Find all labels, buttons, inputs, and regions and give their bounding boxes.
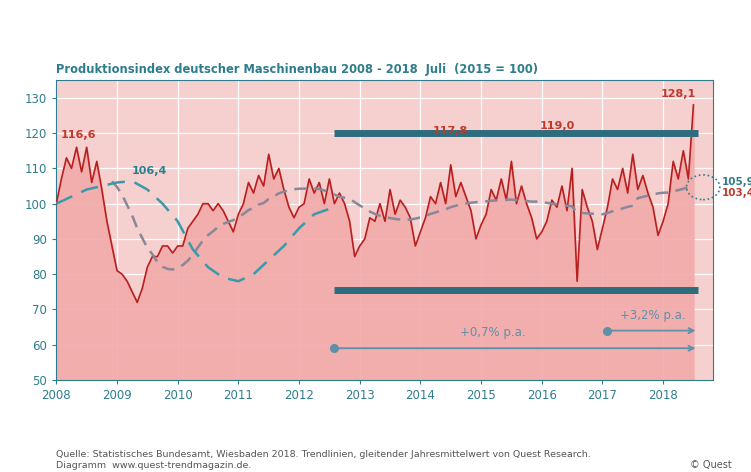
Text: 119,0: 119,0	[539, 121, 575, 131]
Text: © Quest: © Quest	[690, 460, 732, 470]
Text: +3,2% p.a.: +3,2% p.a.	[620, 309, 686, 322]
Text: 128,1: 128,1	[661, 89, 696, 99]
Text: Produktionsindex deutscher Maschinenbau 2008 - 2018  Juli  (2015 = 100): Produktionsindex deutscher Maschinenbau …	[56, 63, 538, 76]
Text: +0,7% p.a.: +0,7% p.a.	[460, 327, 526, 339]
Text: 116,6: 116,6	[61, 130, 97, 140]
Text: 117,8: 117,8	[433, 126, 469, 135]
Text: 105,9: 105,9	[722, 177, 751, 187]
Text: 106,4: 106,4	[132, 166, 167, 176]
Text: Quelle: Statistisches Bundesamt, Wiesbaden 2018. Trendlinien, gleitender Jahresm: Quelle: Statistisches Bundesamt, Wiesbad…	[56, 450, 591, 470]
Text: 103,4: 103,4	[722, 188, 751, 198]
Text: Wachstumstrend der Produktion Maschinenbau im Juli 2018 bei 3,2% pro Jahr: Wachstumstrend der Produktion Maschinenb…	[9, 29, 751, 47]
